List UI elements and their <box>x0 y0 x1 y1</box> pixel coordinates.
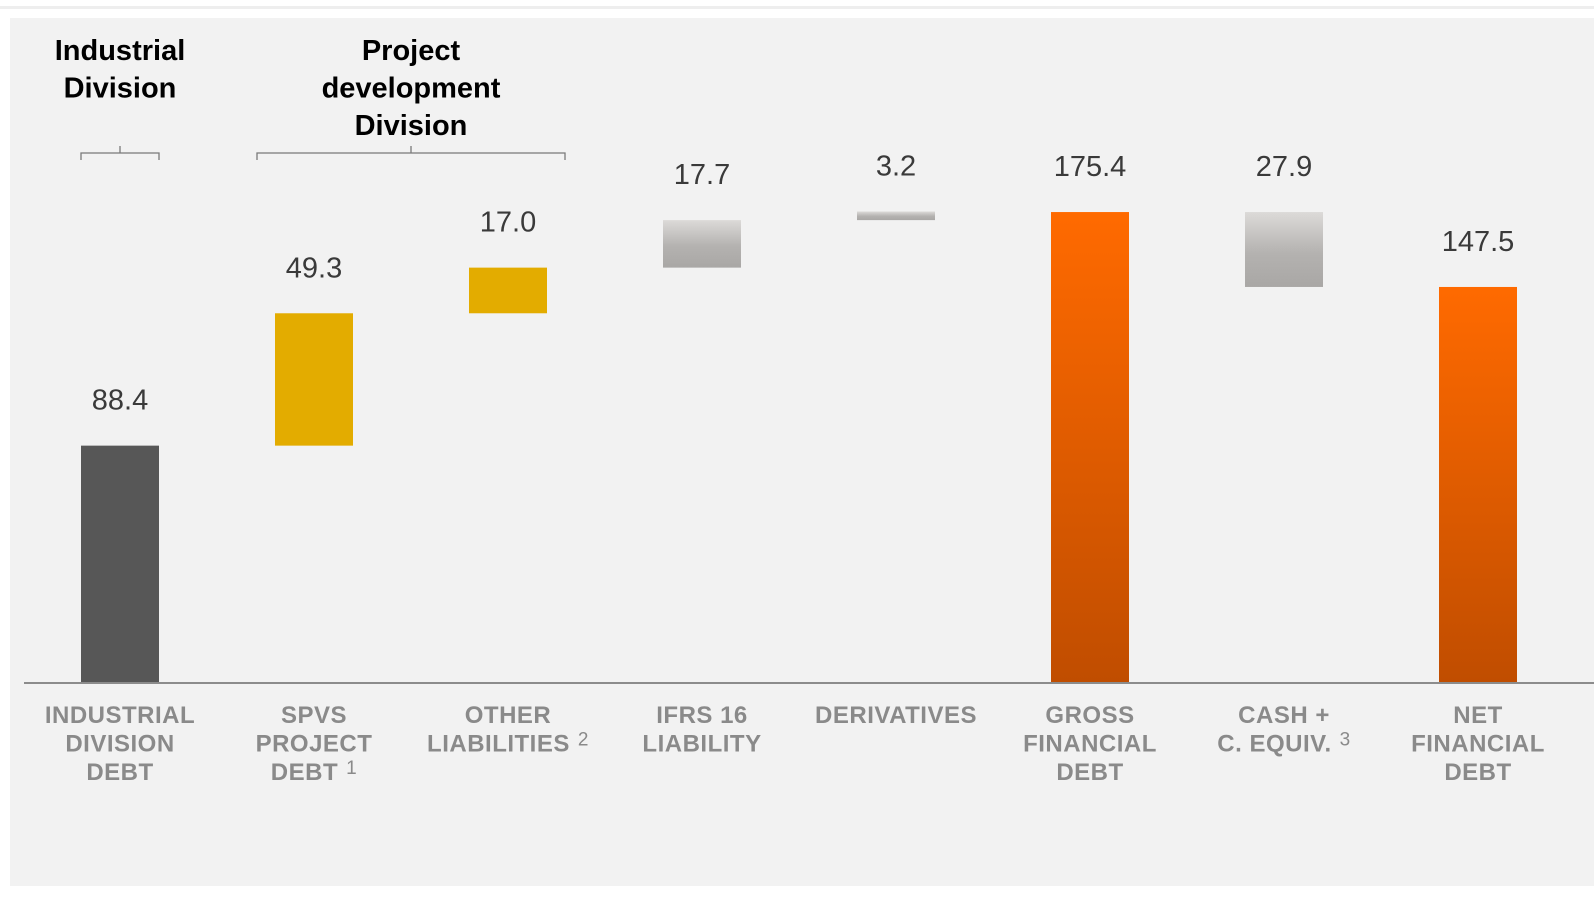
category-label-derivatives-line-1: DERIVATIVES <box>815 702 977 729</box>
category-label-net-line-1: NET <box>1453 702 1503 729</box>
category-label-net-line-2: FINANCIAL <box>1411 731 1545 758</box>
value-label-ifrs16: 17.7 <box>674 159 730 191</box>
category-label-other-liabilities-line-1: OTHER <box>465 702 552 729</box>
project-division-header-bracket <box>256 146 566 160</box>
project-division-header-line-1: Project <box>362 35 461 67</box>
category-label-cash-line-1: CASH + <box>1238 702 1330 729</box>
bar-industrial <box>81 445 159 683</box>
bar-spvs <box>275 313 353 446</box>
category-label-ifrs16-line-1: IFRS 16 <box>656 702 748 729</box>
top-strip <box>0 6 1594 9</box>
category-label-gross-line-3: DEBT <box>1056 759 1123 786</box>
value-label-gross: 175.4 <box>1054 151 1127 183</box>
footnote-marker-cash: 3 <box>1340 730 1351 751</box>
footnote-marker-spvs: 1 <box>346 758 357 779</box>
category-label-ifrs16-line-2: LIABILITY <box>642 731 761 758</box>
category-label-spvs-line-3: DEBT 1 <box>271 758 357 786</box>
category-label-industrial-line-3: DEBT <box>86 759 153 786</box>
category-label-spvs-line-2: PROJECT <box>256 731 373 758</box>
category-label-gross-line-2: FINANCIAL <box>1023 731 1157 758</box>
industrial-division-header-bracket <box>80 146 160 160</box>
industrial-division-header-line-1: Industrial <box>55 35 186 67</box>
category-label-net-line-3: DEBT <box>1444 759 1511 786</box>
bar-net <box>1439 286 1517 683</box>
bar-derivatives <box>857 211 935 221</box>
category-label-cash-line-2: C. EQUIV. 3 <box>1217 730 1350 758</box>
category-label-other-liabilities-line-2: LIABILITIES 2 <box>427 730 589 758</box>
bar-cash <box>1245 212 1323 287</box>
chart-panel <box>10 18 1594 886</box>
project-division-header-line-3: Division <box>355 110 468 142</box>
value-label-other-liabilities: 17.0 <box>480 207 536 239</box>
category-label-gross-line-1: GROSS <box>1045 702 1134 729</box>
value-label-cash: 27.9 <box>1256 151 1312 183</box>
value-label-derivatives: 3.2 <box>876 151 916 183</box>
category-label-industrial-line-2: DIVISION <box>65 731 174 758</box>
bar-other-liabilities <box>469 267 547 314</box>
bar-gross <box>1051 212 1129 683</box>
bar-ifrs16 <box>663 220 741 268</box>
industrial-division-header-line-2: Division <box>64 73 177 105</box>
footnote-marker-other-liabilities: 2 <box>578 730 589 751</box>
value-label-spvs: 49.3 <box>286 252 342 284</box>
project-division-header-line-2: development <box>322 73 501 105</box>
value-label-net: 147.5 <box>1442 226 1515 258</box>
value-label-industrial: 88.4 <box>92 385 148 417</box>
category-label-spvs-line-1: SPVS <box>281 702 347 729</box>
category-label-industrial-line-1: INDUSTRIAL <box>45 702 195 729</box>
